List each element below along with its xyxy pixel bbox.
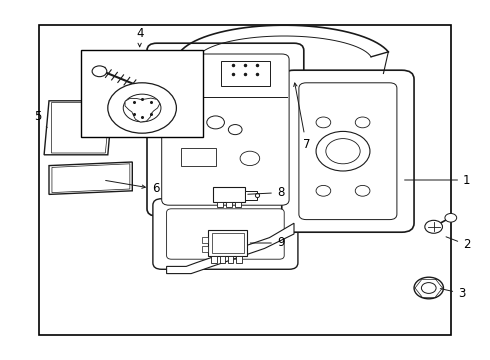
Polygon shape [49, 162, 132, 194]
FancyBboxPatch shape [299, 83, 397, 220]
Circle shape [425, 220, 442, 233]
Bar [236, 256, 242, 263]
FancyBboxPatch shape [153, 199, 298, 269]
Bar [202, 237, 208, 243]
Bar [208, 230, 247, 256]
Text: 3: 3 [441, 287, 465, 300]
Text: 1: 1 [405, 174, 470, 186]
Bar [235, 202, 241, 207]
Text: 7: 7 [294, 83, 310, 150]
Bar [213, 187, 245, 202]
Bar [217, 202, 223, 207]
Bar [211, 256, 217, 263]
Bar [220, 61, 270, 86]
Polygon shape [125, 98, 160, 122]
Circle shape [414, 277, 443, 299]
Bar [212, 233, 244, 253]
Text: 8: 8 [248, 186, 284, 199]
FancyBboxPatch shape [167, 209, 284, 259]
Bar [202, 246, 208, 252]
Bar [39, 25, 451, 335]
Circle shape [316, 185, 331, 196]
Circle shape [355, 185, 370, 196]
Bar [220, 256, 225, 263]
Circle shape [445, 213, 457, 222]
Bar [245, 191, 257, 200]
Circle shape [228, 125, 242, 135]
Polygon shape [44, 101, 113, 155]
FancyBboxPatch shape [147, 43, 304, 216]
Bar [228, 256, 233, 263]
Bar [81, 50, 203, 137]
Circle shape [316, 117, 331, 128]
FancyBboxPatch shape [282, 70, 414, 232]
Text: 5: 5 [34, 111, 47, 127]
Circle shape [108, 83, 176, 133]
Polygon shape [167, 223, 294, 274]
Polygon shape [52, 164, 130, 193]
Text: 9: 9 [250, 237, 284, 249]
Circle shape [326, 139, 360, 164]
Circle shape [355, 117, 370, 128]
Circle shape [207, 116, 224, 129]
Polygon shape [51, 103, 110, 153]
Circle shape [316, 131, 370, 171]
Bar [176, 108, 196, 130]
Circle shape [240, 151, 260, 166]
Bar [181, 148, 216, 166]
Text: 6: 6 [106, 180, 159, 195]
Text: 4: 4 [136, 27, 144, 46]
Circle shape [421, 283, 436, 293]
Bar [226, 202, 232, 207]
Circle shape [92, 66, 107, 77]
Text: 2: 2 [446, 237, 470, 251]
FancyBboxPatch shape [162, 54, 289, 205]
Circle shape [123, 94, 161, 122]
